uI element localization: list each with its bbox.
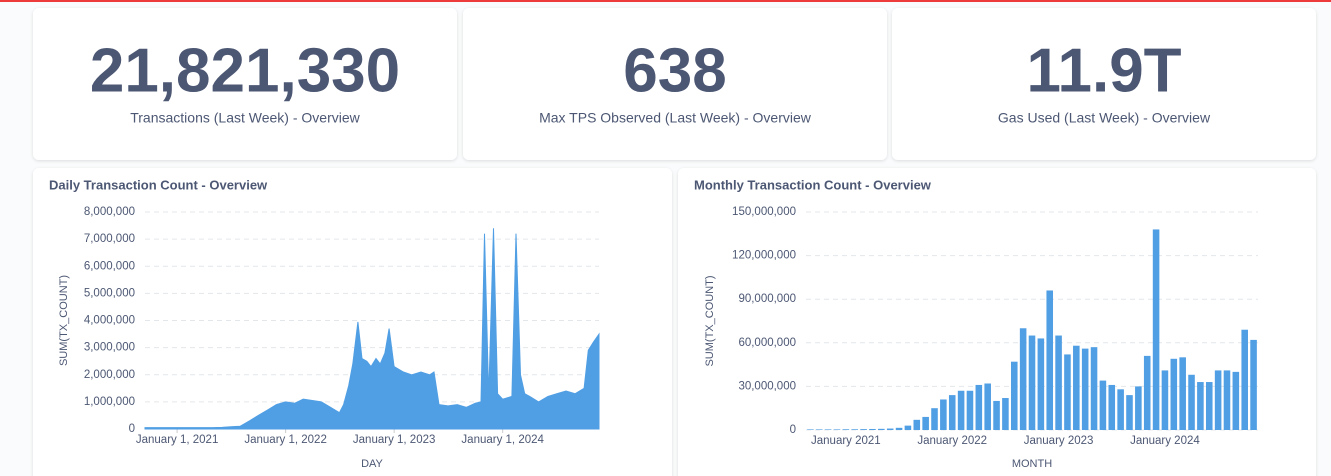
bar: [886, 428, 894, 430]
bar: [1037, 338, 1045, 430]
y-tick-label: 90,000,000: [738, 293, 796, 305]
x-tick-label: January 2021: [811, 435, 881, 447]
x-tick-label: January 1, 2024: [461, 434, 544, 446]
bar: [1028, 335, 1036, 430]
y-axis-title: SUM(TX_COUNT): [58, 275, 70, 366]
kpi-card: [463, 8, 887, 160]
bar: [993, 400, 1000, 430]
bar: [807, 429, 814, 430]
bar: [1179, 357, 1186, 430]
bar: [1170, 358, 1178, 430]
area: [144, 228, 600, 430]
bar: [816, 429, 823, 430]
bar: [984, 383, 991, 430]
y-tick-label: 6,000,000: [84, 260, 135, 272]
y-tick-label: 5,000,000: [84, 287, 135, 299]
y-tick-label: 7,000,000: [84, 233, 135, 245]
bar: [1205, 382, 1213, 430]
bar: [860, 429, 867, 430]
bar: [904, 425, 912, 430]
x-tick-label: January 1, 2022: [244, 434, 326, 446]
bar: [931, 408, 938, 430]
x-axis-title: MONTH: [1012, 458, 1052, 470]
bar: [824, 429, 832, 430]
chart-title: Daily Transaction Count - Overview: [49, 177, 268, 192]
bar: [1250, 339, 1257, 430]
x-tick-label: January 2023: [1024, 435, 1094, 447]
kpi-value: 638: [623, 36, 726, 105]
x-tick-label: January 2022: [917, 435, 987, 447]
y-tick-label: 0: [129, 423, 135, 435]
bar: [1241, 329, 1248, 430]
bar: [975, 384, 983, 430]
kpi-label: Gas Used (Last Week) - Overview: [998, 110, 1211, 126]
bar: [940, 399, 947, 430]
bar: [913, 419, 921, 430]
bar: [1135, 386, 1142, 430]
bar: [1126, 395, 1133, 430]
bar: [833, 429, 841, 430]
bar: [1188, 374, 1195, 430]
kpi-value: 21,821,330: [90, 36, 400, 105]
y-tick-label: 2,000,000: [84, 369, 135, 381]
top-bar: [0, 0, 1331, 2]
bar: [895, 427, 903, 430]
bar: [966, 390, 974, 430]
bar: [948, 395, 956, 430]
y-tick-label: 30,000,000: [738, 380, 796, 392]
bar: [922, 416, 929, 430]
bar: [1223, 370, 1231, 430]
bar: [1214, 370, 1222, 430]
bar: [869, 428, 876, 430]
y-tick-label: 8,000,000: [84, 206, 135, 218]
bar: [1002, 398, 1009, 430]
bar: [1046, 290, 1054, 430]
y-tick-label: 1,000,000: [84, 396, 135, 408]
y-tick-label: 150,000,000: [732, 206, 796, 218]
bar: [1099, 380, 1107, 430]
kpi-card: [33, 8, 457, 160]
x-tick-label: January 1, 2021: [136, 434, 218, 446]
x-tick-label: January 1, 2023: [353, 434, 435, 446]
bar: [1081, 348, 1089, 430]
bar: [842, 429, 850, 430]
bar: [1152, 229, 1160, 430]
chart-title: Monthly Transaction Count - Overview: [694, 177, 932, 192]
bar: [878, 428, 885, 430]
bar: [1108, 384, 1116, 430]
bar: [1117, 389, 1124, 430]
y-tick-label: 4,000,000: [84, 315, 135, 327]
y-tick-label: 60,000,000: [738, 337, 796, 349]
y-tick-label: 3,000,000: [84, 342, 135, 354]
kpi-value: 11.9T: [1026, 36, 1181, 105]
bar: [1197, 382, 1204, 430]
bar: [851, 429, 859, 430]
bar: [1055, 335, 1062, 430]
bar: [1090, 347, 1098, 430]
bar: [957, 390, 965, 430]
bar: [1019, 328, 1027, 430]
kpi-label: Transactions (Last Week) - Overview: [130, 110, 360, 126]
y-axis-title: SUM(TX_COUNT): [704, 275, 716, 366]
bar: [1232, 371, 1240, 430]
y-tick-label: 0: [790, 424, 796, 436]
x-tick-label: January 2024: [1130, 435, 1200, 447]
bar: [1161, 370, 1169, 430]
kpi-card: [892, 8, 1316, 160]
bar: [1073, 345, 1080, 430]
y-tick-label: 120,000,000: [732, 250, 796, 262]
bar: [1064, 354, 1071, 430]
bar: [1010, 361, 1018, 430]
bar: [1143, 355, 1151, 430]
kpi-label: Max TPS Observed (Last Week) - Overview: [539, 110, 812, 126]
x-axis-title: DAY: [361, 458, 383, 470]
